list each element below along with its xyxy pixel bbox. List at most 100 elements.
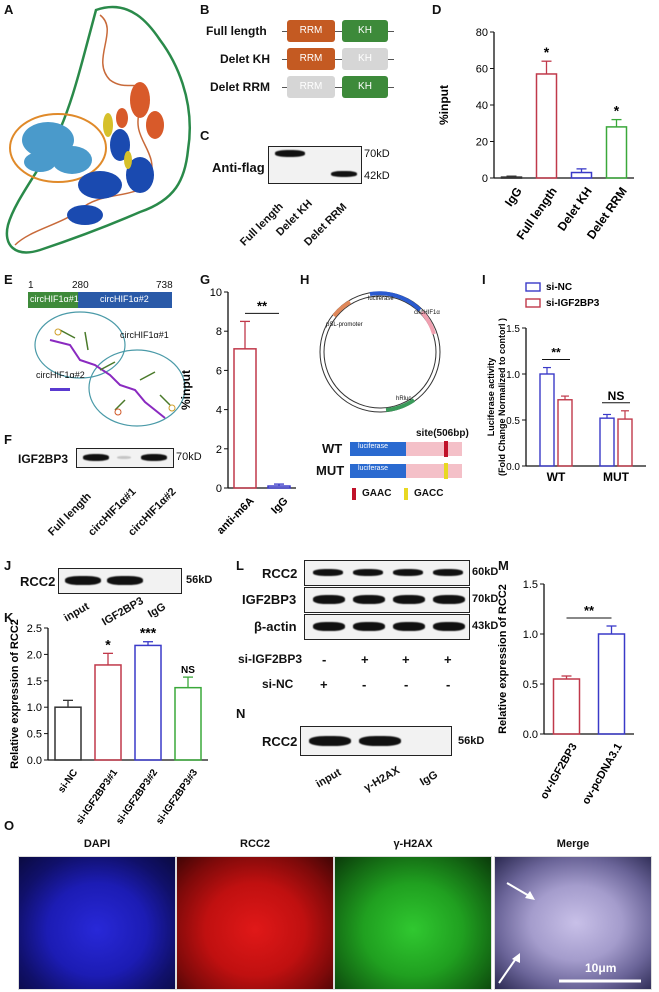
rrm-domain: RRM (287, 48, 335, 70)
y-tick-label: 4 (216, 405, 222, 417)
y-axis-label: Relative expression of RCC2 (497, 584, 509, 734)
y-axis-label: Relative expression of RCC2 (9, 619, 21, 769)
chart-k: 0.0 0.5 1.0 1.5 2.0 2.5 Relative expression of… (9, 619, 208, 827)
micro-h2ax (334, 856, 492, 990)
micro-title-dapi: DAPI (83, 838, 111, 850)
y-tick-label: 60 (476, 64, 488, 76)
blot-l-label-igf2bp3: IGF2BP3 (242, 592, 297, 607)
blot-n-marker: 56kD (458, 735, 485, 747)
panel-label-j: J (4, 558, 12, 573)
mut-luc-bar (350, 464, 406, 478)
significance-label: * (105, 636, 111, 652)
y-tick-label: 1.0 (523, 629, 538, 641)
rna-structure-image (34, 311, 186, 427)
panel-label-m: M (498, 558, 509, 573)
plasmid-label-promoter: pSL-promoter (326, 322, 363, 328)
treat1-lane3: + (402, 652, 410, 667)
blot-j-label: RCC2 (20, 574, 56, 589)
legend-wt-text: GAAC (362, 488, 392, 499)
bar (500, 176, 523, 179)
bar (535, 73, 558, 179)
wt-insert-bar (406, 442, 462, 456)
construct-label-full: Full length (206, 24, 267, 38)
mut-site-mark (444, 463, 448, 479)
y-axis-label: %input (437, 85, 451, 125)
mut-label: MUT (316, 463, 345, 478)
segment-label-2: circHIF1α#2 (100, 294, 149, 304)
x-tick-label: MUT (603, 470, 630, 484)
y-tick-label: 0.0 (523, 729, 538, 741)
blot-l-label-actin: β-actin (254, 619, 297, 634)
x-tick-label: IgG (269, 495, 290, 516)
legend-mut-swatch (404, 488, 408, 500)
panel-label-d: D (432, 2, 442, 17)
y-tick-label: 10 (210, 287, 222, 299)
treat2-lane1: + (320, 677, 328, 692)
legend-label: si-IGF2BP3 (546, 298, 600, 309)
blot-l-rcc2 (304, 560, 470, 586)
blot-n (300, 726, 452, 756)
y-tick-label: 1.5 (506, 324, 520, 335)
panel-label-g: G (200, 272, 211, 287)
plasmid-label-circ: circHIF1α (414, 310, 440, 316)
y-tick-label: 2.0 (27, 649, 42, 661)
y-tick-label: 80 (476, 27, 488, 39)
y-tick-label: 2.5 (27, 623, 42, 635)
panel-label-i: I (482, 272, 486, 287)
blot-n-lane-3: IgG (418, 768, 440, 789)
x-tick-label: si-IGF2BP3#1 (74, 767, 120, 826)
micro-title-h2ax: γ-H2AX (393, 838, 433, 850)
y-tick-label: 0.5 (523, 679, 538, 691)
micro-title-rcc2: RCC2 (240, 838, 270, 850)
x-tick-label: anti-m6A (215, 495, 257, 537)
treat2-lane2: - (362, 677, 367, 692)
bar (267, 485, 291, 489)
legend-label: si-NC (546, 282, 572, 293)
plasmid-label-hrluc: hRluc (396, 396, 412, 402)
significance-label: * (614, 103, 620, 119)
treat1-lane2: + (361, 652, 369, 667)
x-tick-label: si-IGF2BP3#3 (154, 767, 200, 826)
blot-n-lane-2: γ-H2AX (362, 764, 402, 795)
micro-merge: 10μm (494, 856, 652, 990)
pos-738: 738 (156, 280, 173, 291)
construct-label-delet-rrm: Delet RRM (210, 80, 271, 94)
chart-g: 0 2 4 6 8 10 %input anti-m6A IgG ** (179, 287, 296, 537)
bar (605, 126, 628, 179)
panel-label-o: O (4, 818, 15, 833)
scale-bar-label: 10μm (585, 961, 617, 975)
significance-label: ** (551, 346, 561, 360)
bar (552, 678, 581, 735)
blot-l-marker-60: 60kD (472, 566, 499, 578)
segment-2 (78, 292, 172, 308)
y-tick-label: 8 (216, 326, 222, 338)
y-tick-label: 1.5 (523, 579, 538, 591)
blot-j (58, 568, 182, 594)
mut-insert-bar (406, 464, 462, 478)
chart-m: 0.0 0.5 1.0 1.5 Relative expression of RCC2 o… (497, 579, 634, 807)
x-tick-label: WT (547, 470, 566, 484)
y-tick-label: 1.5 (27, 676, 42, 688)
treat1-lane4: + (444, 652, 452, 667)
y-tick-label: 0.5 (506, 416, 520, 427)
x-tick-label: ov-IGF2BP3 (538, 741, 580, 801)
y-tick-label: 20 (476, 137, 488, 149)
bar (617, 418, 633, 467)
legend-wt-swatch (352, 488, 356, 500)
blot-l-marker-70: 70kD (472, 593, 499, 605)
rrm-domain: RRM (287, 20, 335, 42)
blot-l-igf2bp3 (304, 587, 470, 613)
y-tick-label: 0.5 (27, 729, 42, 741)
blot-c (268, 146, 362, 184)
treat-label-si-igf2bp3: si-IGF2BP3 (238, 652, 303, 666)
x-tick-label: si-IGF2BP3#2 (114, 767, 160, 826)
micro-rcc2 (176, 856, 334, 990)
treat-label-si-nc: si-NC (262, 677, 294, 691)
significance-label: *** (140, 625, 157, 641)
legend-swatch (525, 298, 541, 308)
x-tick-label: ov-pcDNA3.1 (580, 741, 625, 806)
construct-label-delet-kh: Delet KH (220, 52, 271, 66)
kh-domain: KH (342, 76, 388, 98)
y-tick-label: 1.0 (27, 702, 42, 714)
